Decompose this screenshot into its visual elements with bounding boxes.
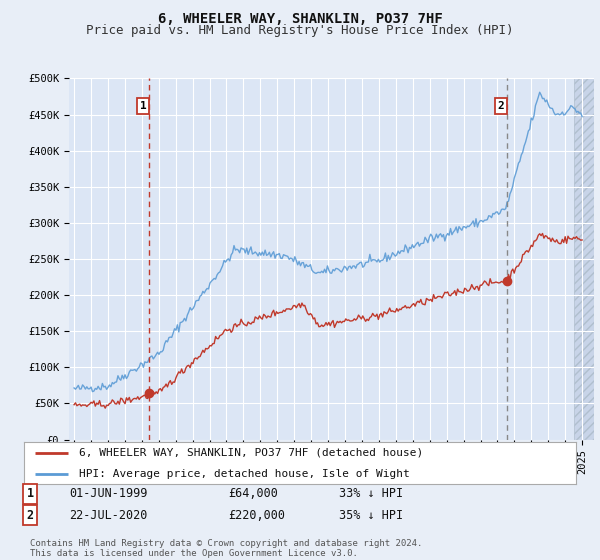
Text: 1: 1	[26, 487, 34, 501]
Text: Contains HM Land Registry data © Crown copyright and database right 2024.
This d: Contains HM Land Registry data © Crown c…	[30, 539, 422, 558]
Text: £64,000: £64,000	[228, 487, 278, 501]
Text: 2: 2	[26, 508, 34, 522]
Text: 2: 2	[497, 101, 504, 111]
Text: 33% ↓ HPI: 33% ↓ HPI	[339, 487, 403, 501]
Text: 1: 1	[140, 101, 146, 111]
Text: 6, WHEELER WAY, SHANKLIN, PO37 7HF: 6, WHEELER WAY, SHANKLIN, PO37 7HF	[158, 12, 442, 26]
Text: 6, WHEELER WAY, SHANKLIN, PO37 7HF (detached house): 6, WHEELER WAY, SHANKLIN, PO37 7HF (deta…	[79, 448, 424, 458]
Text: HPI: Average price, detached house, Isle of Wight: HPI: Average price, detached house, Isle…	[79, 469, 410, 479]
Bar	[574, 78, 594, 440]
Text: 35% ↓ HPI: 35% ↓ HPI	[339, 508, 403, 522]
Text: 22-JUL-2020: 22-JUL-2020	[69, 508, 148, 522]
Text: 01-JUN-1999: 01-JUN-1999	[69, 487, 148, 501]
Text: Price paid vs. HM Land Registry's House Price Index (HPI): Price paid vs. HM Land Registry's House …	[86, 24, 514, 37]
Text: £220,000: £220,000	[228, 508, 285, 522]
